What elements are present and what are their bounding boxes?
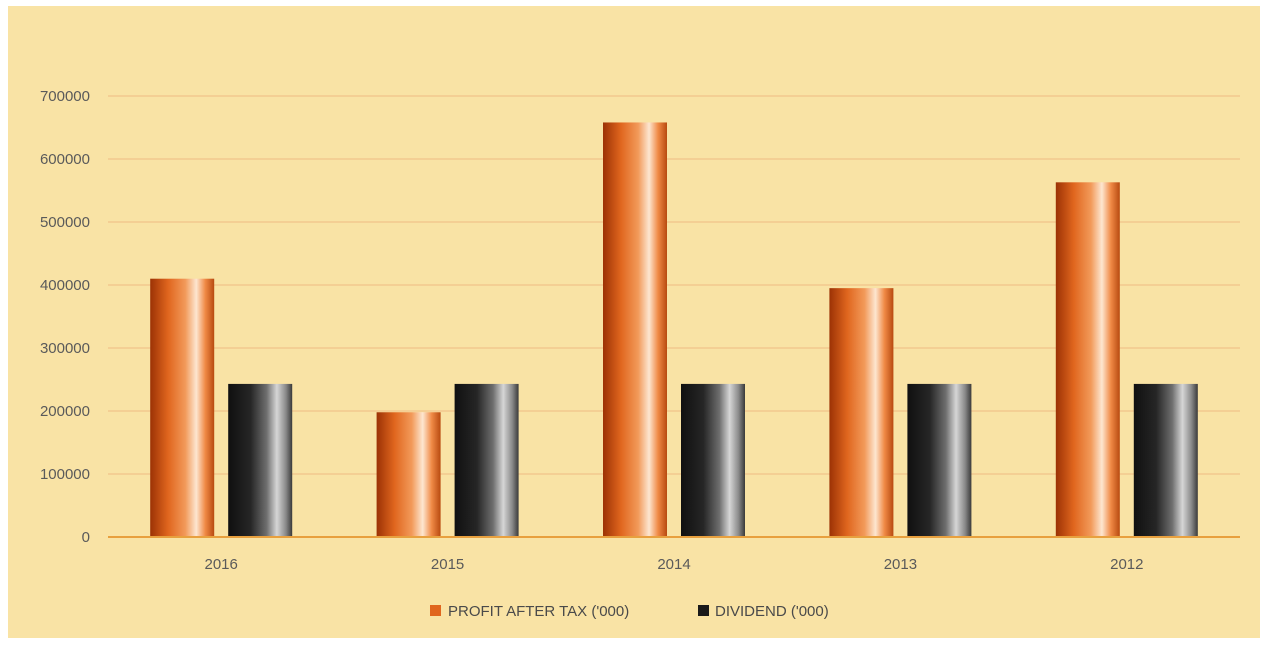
legend-label-dividend: DIVIDEND ('000) <box>715 603 829 620</box>
x-tick-label: 2016 <box>205 556 238 573</box>
y-tick-label: 700000 <box>40 88 90 105</box>
chart-area: 0 100000 200000 300000 400000 500000 600000 700… <box>8 6 1260 638</box>
y-tick-label: 200000 <box>40 403 90 420</box>
x-axis-ticks: 2016 2015 2014 2013 2012 <box>205 556 1144 573</box>
x-tick-label: 2015 <box>431 556 464 573</box>
bar-chart: 0 100000 200000 300000 400000 500000 600000 700… <box>40 88 1240 620</box>
bar-dividend <box>907 383 972 537</box>
bar-dividend <box>228 383 293 537</box>
bar-dividend <box>454 383 519 537</box>
x-tick-label: 2013 <box>884 556 917 573</box>
bar-profit-after-tax <box>150 278 215 537</box>
legend-swatch-profit-after-tax <box>430 605 441 616</box>
bar-profit-after-tax <box>829 288 894 537</box>
bar-dividend <box>1133 383 1198 537</box>
y-tick-label: 500000 <box>40 214 90 231</box>
gridlines <box>108 95 1240 475</box>
y-axis-ticks: 0 100000 200000 300000 400000 500000 600000 700… <box>40 88 90 546</box>
bars <box>150 122 1198 538</box>
bar-profit-after-tax <box>376 412 441 537</box>
legend-label-profit-after-tax: PROFIT AFTER TAX ('000) <box>448 603 629 620</box>
y-tick-label: 100000 <box>40 466 90 483</box>
legend-swatch-dividend <box>698 605 709 616</box>
bar-dividend <box>681 383 745 537</box>
y-tick-label: 600000 <box>40 151 90 168</box>
bar-profit-after-tax <box>603 122 667 538</box>
y-tick-label: 400000 <box>40 277 90 294</box>
x-tick-label: 2012 <box>1110 556 1143 573</box>
x-tick-label: 2014 <box>657 556 690 573</box>
y-tick-label: 0 <box>82 529 90 546</box>
bar-profit-after-tax <box>1055 182 1120 537</box>
legend: PROFIT AFTER TAX ('000) DIVIDEND ('000) <box>430 603 829 620</box>
y-tick-label: 300000 <box>40 340 90 357</box>
